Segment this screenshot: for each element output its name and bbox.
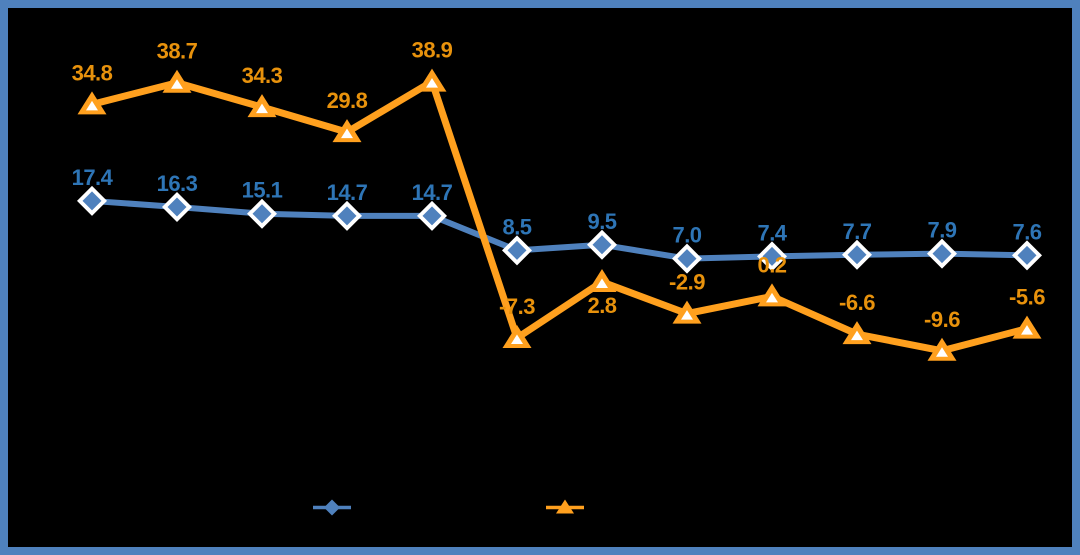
orange-triangle-series-marker-inner: [681, 310, 693, 320]
blue-diamond-series-data-label: 14.7: [327, 180, 368, 205]
blue-diamond-series-data-label: 7.7: [842, 219, 871, 244]
blue-diamond-series-marker: [932, 244, 952, 264]
blue-diamond-series-marker: [592, 235, 612, 255]
blue-diamond-series-marker: [252, 204, 272, 224]
blue-diamond-series-data-label: 8.5: [502, 214, 531, 239]
orange-triangle-series-data-label: -9.6: [924, 307, 960, 332]
legend-orange-triangle-marker: [556, 499, 574, 514]
blue-diamond-series-marker: [167, 197, 187, 217]
orange-triangle-series-marker-inner: [256, 103, 268, 114]
orange-triangle-series-data-label: 0.2: [757, 252, 786, 277]
orange-triangle-series-marker-inner: [596, 278, 608, 288]
orange-triangle-series-marker-inner: [86, 100, 98, 111]
orange-triangle-series-data-label: -6.6: [839, 290, 875, 315]
orange-triangle-series-data-label: 29.8: [327, 88, 368, 113]
orange-triangle-series-marker-inner: [1021, 325, 1033, 335]
orange-triangle-series-data-label: -2.9: [669, 270, 705, 295]
orange-triangle-series-line: [88, 78, 1031, 355]
blue-diamond-series-data-label: 16.3: [157, 171, 198, 196]
blue-diamond-series-data-label: 7.9: [927, 218, 956, 243]
orange-triangle-series-marker-inner: [766, 292, 778, 303]
orange-triangle-series-data-label: 38.9: [412, 38, 453, 63]
orange-triangle-series-data-label: 2.8: [587, 293, 616, 318]
blue-diamond-series-marker: [762, 246, 782, 266]
blue-diamond-series-marker: [422, 206, 442, 226]
blue-diamond-series-line: [89, 197, 1030, 262]
blue-diamond-series-data-label: 14.7: [412, 180, 453, 205]
blue-diamond-series-data-label: 15.1: [242, 178, 283, 203]
orange-triangle-series-marker-inner: [851, 330, 863, 341]
blue-diamond-series-marker: [847, 245, 867, 265]
blue-diamond-series-marker: [1017, 245, 1037, 265]
blue-diamond-series-data-label: 9.5: [587, 209, 616, 234]
blue-diamond-series-marker: [677, 249, 697, 269]
blue-diamond-series-data-label: 7.4: [757, 220, 787, 245]
blue-diamond-series-data-label: 7.6: [1012, 219, 1041, 244]
orange-triangle-series-marker-inner: [171, 79, 183, 89]
orange-triangle-series-data-label: 34.8: [72, 60, 113, 85]
orange-triangle-series-marker-inner: [936, 347, 948, 357]
legend-blue-diamond-marker: [324, 499, 340, 516]
orange-triangle-series-marker-inner: [341, 128, 353, 139]
blue-diamond-series-marker: [507, 240, 527, 260]
orange-triangle-series-marker-inner: [511, 334, 523, 345]
orange-triangle-series-marker-inner: [426, 78, 438, 88]
blue-diamond-series-marker: [82, 191, 102, 211]
blue-diamond-series-data-label: 7.0: [672, 223, 701, 248]
orange-triangle-series-data-label: 38.7: [157, 39, 198, 64]
orange-triangle-series-data-label: -7.3: [499, 294, 535, 319]
orange-triangle-series-data-label: 34.3: [242, 63, 283, 88]
orange-triangle-series-data-label: -5.6: [1009, 285, 1045, 310]
blue-diamond-series-marker: [337, 206, 357, 226]
blue-diamond-series-data-label: 17.4: [72, 165, 114, 190]
